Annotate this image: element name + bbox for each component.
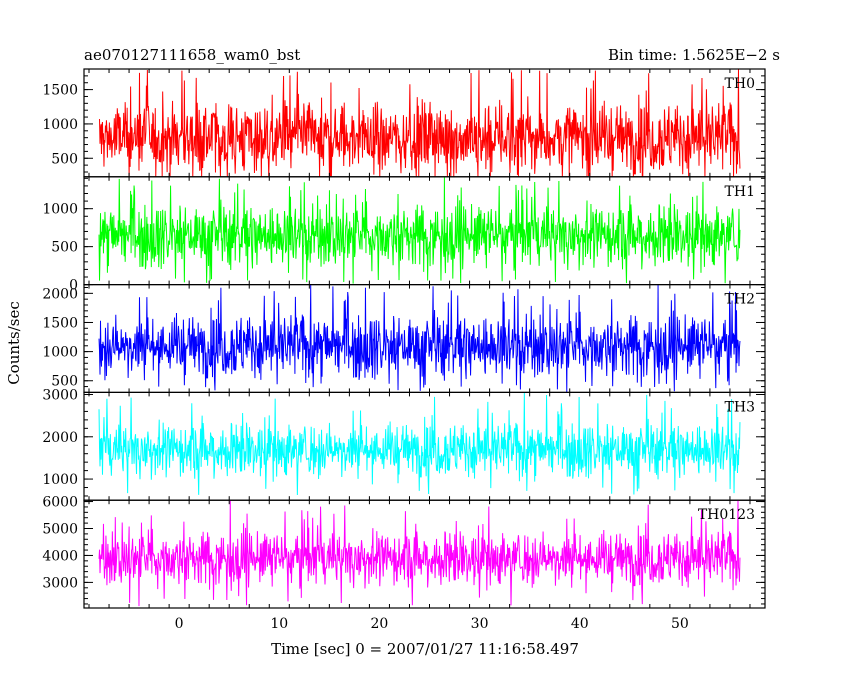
panel-label-th0: TH0 (725, 76, 755, 92)
y-tick-label: 1500 (42, 83, 78, 99)
x-tick-label: 30 (471, 616, 489, 632)
chart-title: ae070127111658_wam0_bst (84, 46, 300, 64)
y-tick-label: 6000 (42, 495, 78, 511)
y-tick-label: 500 (51, 240, 78, 256)
y-axis-label: Counts/sec (5, 301, 23, 385)
x-tick-label: 20 (371, 616, 389, 632)
series-line-th3 (98, 392, 741, 495)
panel-th3: 1000 2000 3000 TH3 (42, 388, 766, 501)
panel-label-th3: TH3 (725, 399, 755, 415)
y-tick-label: 1000 (42, 345, 78, 361)
x-axis: 0 10 20 30 40 50 (175, 616, 689, 632)
y-tick-label: 1500 (42, 315, 78, 331)
series-line-th0 (98, 69, 741, 177)
panel-frame (83, 499, 766, 609)
panel-label-th1: TH1 (725, 184, 755, 200)
y-tick-label: 0 (69, 278, 78, 294)
x-tick-label: 40 (571, 616, 589, 632)
y-tick-label: 3000 (42, 388, 78, 404)
x-tick-label: 10 (270, 616, 288, 632)
panel-label-th2: TH2 (725, 292, 755, 308)
y-tick-label: 5000 (42, 521, 78, 537)
panel-label-th0123: TH0123 (698, 507, 755, 523)
y-tick-label: 500 (51, 374, 78, 390)
panel-th0123: 3000 4000 5000 6000 TH0123 (42, 495, 766, 609)
y-tick-label: 2000 (42, 430, 78, 446)
panel-th2: 500 1000 1500 2000 TH2 (42, 284, 766, 394)
series-line-th2 (98, 284, 741, 392)
x-tick-label: 0 (175, 616, 184, 632)
y-tick-label: 1000 (42, 202, 78, 218)
x-axis-label: Time [sec] 0 = 2007/01/27 11:16:58.497 (271, 640, 579, 658)
panels-group: 500 1000 1500 TH0 0 500 1000 TH1 500 1000 1500 2000… (42, 68, 766, 609)
y-tick-label: 4000 (42, 548, 78, 564)
y-tick-label: 1000 (42, 472, 78, 488)
chart-subtitle: Bin time: 1.5625E−2 s (608, 46, 780, 64)
y-tick-label: 2000 (42, 286, 78, 302)
panel-th0: 500 1000 1500 TH0 (42, 68, 766, 178)
series-line-th1 (98, 176, 741, 284)
panel-th1: 0 500 1000 TH1 (42, 176, 766, 294)
y-tick-label: 3000 (42, 575, 78, 591)
y-tick-label: 1000 (42, 117, 78, 133)
x-tick-label: 50 (671, 616, 689, 632)
series-line-th0123 (98, 500, 741, 607)
y-tick-label: 500 (51, 151, 78, 167)
